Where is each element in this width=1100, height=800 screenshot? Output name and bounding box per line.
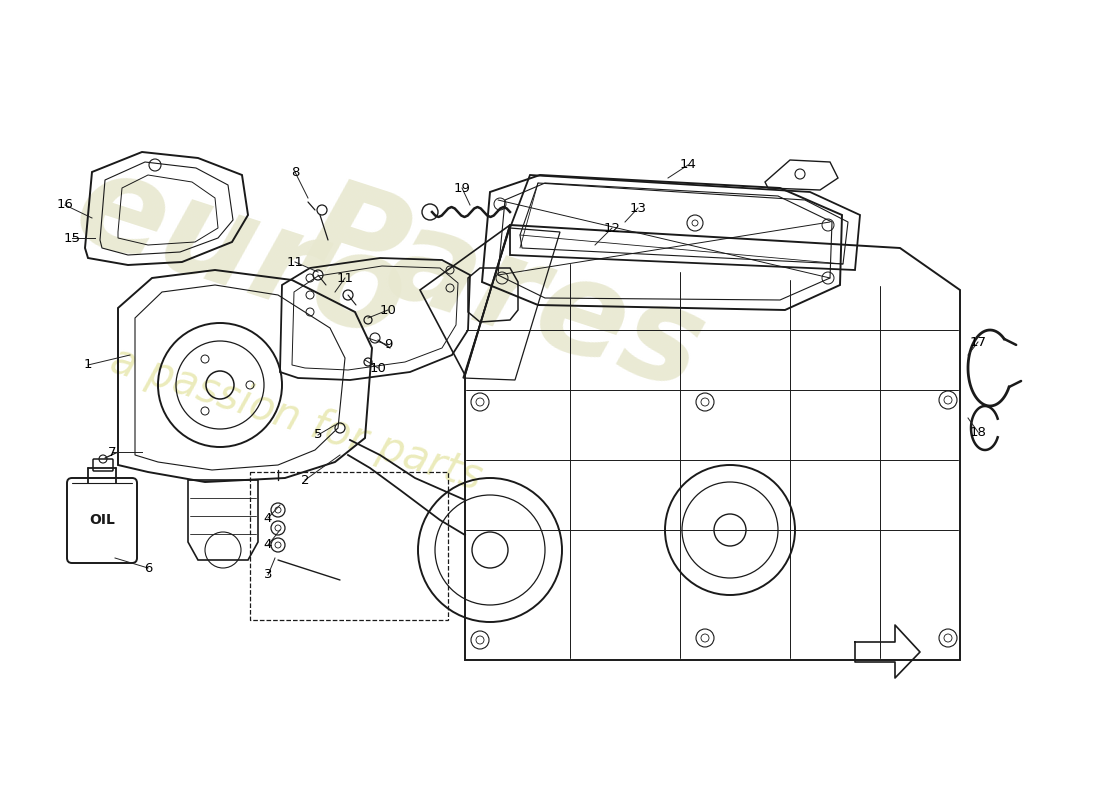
Text: a passion for parts: a passion for parts	[104, 339, 487, 499]
Text: 15: 15	[64, 231, 80, 245]
Text: 2: 2	[300, 474, 309, 486]
Text: 12: 12	[604, 222, 620, 234]
Text: 10: 10	[370, 362, 386, 374]
Text: 13: 13	[629, 202, 647, 214]
Text: 19: 19	[453, 182, 471, 194]
Text: 5: 5	[314, 429, 322, 442]
Text: 3: 3	[264, 569, 273, 582]
Bar	[250, 472, 448, 620]
Text: 16: 16	[56, 198, 74, 211]
Text: Pares: Pares	[290, 170, 719, 417]
Text: 11: 11	[286, 255, 304, 269]
Text: OIL: OIL	[89, 513, 114, 527]
Text: 14: 14	[680, 158, 696, 171]
Text: 18: 18	[969, 426, 987, 438]
Text: 9: 9	[384, 338, 393, 351]
Text: 1: 1	[84, 358, 92, 371]
Text: 7: 7	[108, 446, 117, 458]
Text: 10: 10	[379, 303, 396, 317]
Text: 4: 4	[264, 538, 272, 551]
Text: euro: euro	[60, 142, 422, 367]
Text: 8: 8	[290, 166, 299, 178]
Text: 6: 6	[144, 562, 152, 574]
Text: 17: 17	[969, 335, 987, 349]
Text: 11: 11	[337, 271, 353, 285]
Text: 4: 4	[264, 511, 272, 525]
